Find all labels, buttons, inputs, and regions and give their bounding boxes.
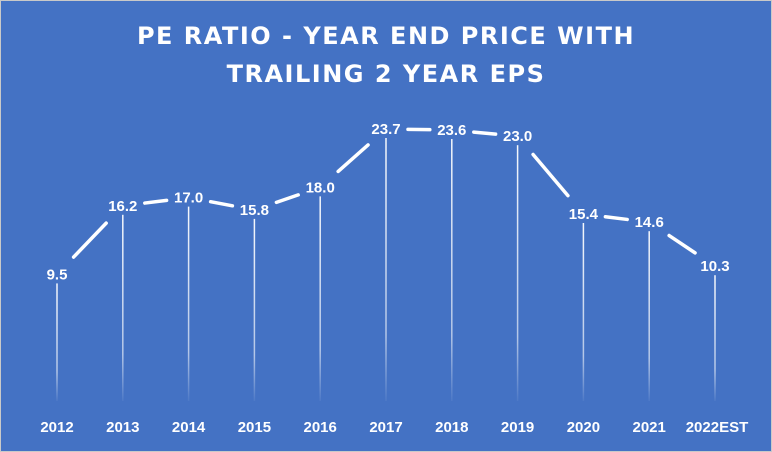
value-label-2020: 15.4 [569,206,599,223]
value-label-2014: 17.0 [174,190,203,207]
x-tick-label-2021: 2021 [633,419,666,436]
series-line [71,127,697,259]
value-labels: 9.5 16.2 17.0 15.8 18.0 23.7 23.6 23.0 15.4 14.6 1… [47,121,730,283]
x-tick-label-2018: 2018 [435,419,468,436]
value-label-2019: 23.0 [503,128,532,145]
drop-line-2018 [451,139,453,402]
drop-line-2019 [516,145,519,401]
x-tick-label-2019: 2019 [501,419,534,436]
line-segment-2018-2019 [472,130,498,136]
value-label-2017: 23.7 [371,121,400,138]
value-label-2015: 15.8 [240,202,269,219]
line-segment-2014-2015 [208,199,235,208]
x-tick-label-2016: 2016 [304,419,337,436]
line-segment-2015-2016 [274,193,300,205]
x-tick-label-2013: 2013 [106,419,139,436]
line-segment-2012-2013 [71,221,108,259]
x-axis-tick-labels: 2012 2013 2014 2015 2016 2017 2018 2019 2020 2021… [40,419,748,436]
chart-title-line-1: PE RATIO - YEAR END PRICE WITH [136,22,636,50]
drop-line-2014 [187,206,190,401]
chart-title-line-2: TRAILING 2 YEAR EPS [226,60,546,88]
line-segment-2016-2017 [336,143,370,174]
x-tick-label-2017: 2017 [369,419,402,436]
drop-line-2016 [319,196,321,401]
drop-line-2022EST [714,275,716,401]
drop-line-2020 [582,222,585,401]
drop-line-2021 [648,231,650,401]
value-label-2021: 14.6 [635,214,664,231]
drop-line-2013 [122,214,124,401]
x-tick-label-2015: 2015 [238,419,271,436]
line-segment-2019-2020 [531,152,570,198]
chart-title: PE RATIO - YEAR END PRICE WITH TRAILING … [1,17,771,93]
line-segment-2020-2021 [603,214,629,222]
value-label-2016: 18.0 [306,179,335,196]
x-tick-label-2022EST: 2022EST [686,419,749,436]
line-segment-2013-2014 [143,198,169,205]
drop-lines [56,138,716,402]
x-tick-label-2012: 2012 [40,419,73,436]
value-label-2022EST: 10.3 [700,258,729,275]
x-tick-label-2014: 2014 [172,419,206,436]
value-label-2012: 9.5 [47,266,68,283]
x-tick-label-2020: 2020 [567,419,600,436]
drop-line-2017 [385,138,387,401]
line-segment-2021-2022EST [667,233,697,255]
value-label-2013: 16.2 [108,198,137,215]
value-label-2018: 23.6 [437,122,466,139]
drop-line-2012 [56,283,58,401]
drop-line-2015 [253,218,256,401]
